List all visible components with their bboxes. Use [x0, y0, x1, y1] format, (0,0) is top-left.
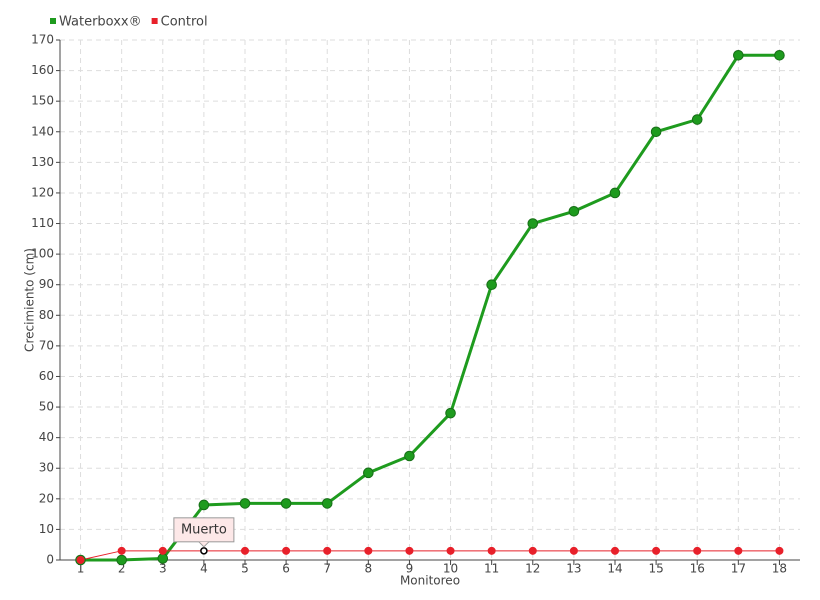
y-tick-label: 40 — [39, 430, 54, 444]
data-point — [774, 49, 785, 61]
y-tick-label: 50 — [39, 400, 54, 414]
x-tick-label: 13 — [566, 562, 581, 576]
x-tick-label: 15 — [648, 562, 663, 576]
data-point — [364, 546, 373, 555]
x-tick-label: 18 — [772, 562, 787, 576]
y-tick-label: 110 — [31, 216, 54, 230]
data-point — [116, 554, 127, 566]
x-tick-label: 9 — [406, 562, 414, 576]
legend-label: Waterboxx® — [59, 15, 142, 30]
legend-label: Control — [161, 15, 208, 30]
y-tick-label: 0 — [46, 553, 54, 567]
y-tick-label: 100 — [31, 247, 54, 261]
data-point — [609, 187, 621, 199]
data-point — [117, 546, 126, 555]
data-point — [241, 546, 249, 555]
annotation-pointer — [198, 541, 210, 548]
y-tick-label: 160 — [31, 63, 54, 77]
x-tick-label: 12 — [525, 562, 540, 576]
x-tick-label: 14 — [607, 562, 622, 576]
y-tick-label: 130 — [31, 155, 54, 169]
y-tick-label: 150 — [31, 94, 54, 108]
x-tick-label: 6 — [282, 562, 290, 576]
x-tick-label: 8 — [365, 562, 373, 576]
data-point — [733, 49, 744, 61]
data-point — [569, 546, 578, 555]
x-tick-label: 17 — [731, 562, 746, 576]
x-tick-label: 4 — [200, 562, 208, 576]
data-point — [650, 126, 662, 138]
data-point — [527, 218, 539, 229]
x-tick-label: 3 — [159, 562, 167, 576]
data-point — [321, 498, 333, 509]
x-tick-label: 2 — [118, 562, 126, 576]
data-point — [158, 546, 167, 555]
series-line — [80, 53, 780, 562]
data-point — [405, 546, 414, 555]
data-point — [693, 546, 702, 555]
data-point — [691, 114, 703, 125]
y-tick-label: 60 — [39, 369, 54, 383]
y-tick-label: 120 — [31, 185, 54, 199]
data-point — [239, 498, 251, 509]
y-tick-label: 10 — [39, 522, 54, 536]
data-point — [775, 546, 784, 555]
y-tick-label: 30 — [39, 461, 54, 475]
data-point — [198, 499, 210, 511]
x-tick-label: 10 — [443, 562, 458, 576]
annotation-box — [173, 517, 235, 543]
data-point — [611, 546, 619, 555]
data-point — [157, 553, 169, 564]
data-point — [446, 546, 455, 555]
data-point — [323, 546, 332, 555]
data-point — [404, 450, 415, 462]
data-point — [282, 546, 291, 555]
data-point — [487, 546, 496, 555]
data-point — [528, 546, 537, 555]
annotation-text: Muerto — [181, 522, 227, 537]
legend-swatch — [151, 18, 158, 24]
data-point — [486, 279, 497, 291]
x-tick-label: 1 — [77, 562, 85, 576]
x-tick-label: 7 — [323, 562, 331, 576]
data-point — [652, 546, 661, 555]
data-point — [200, 547, 208, 555]
data-point — [363, 467, 374, 479]
y-tick-label: 90 — [39, 277, 54, 291]
data-point — [568, 205, 580, 217]
y-axis-label: Crecimiento (cm) — [23, 248, 37, 352]
data-point — [734, 546, 743, 555]
data-point — [280, 498, 292, 509]
x-tick-label: 11 — [484, 562, 499, 576]
y-tick-label: 140 — [31, 124, 54, 138]
y-tick-label: 80 — [39, 308, 54, 322]
x-tick-label: 5 — [241, 562, 249, 576]
y-tick-label: 20 — [39, 491, 54, 505]
legend-swatch — [50, 18, 56, 24]
series-line — [80, 550, 780, 561]
data-point — [445, 407, 456, 419]
x-axis-label: Monitoreo — [400, 574, 460, 588]
data-point — [76, 556, 85, 564]
x-tick-label: 16 — [690, 562, 705, 576]
y-tick-label: 70 — [39, 338, 54, 352]
y-tick-label: 170 — [31, 33, 54, 47]
